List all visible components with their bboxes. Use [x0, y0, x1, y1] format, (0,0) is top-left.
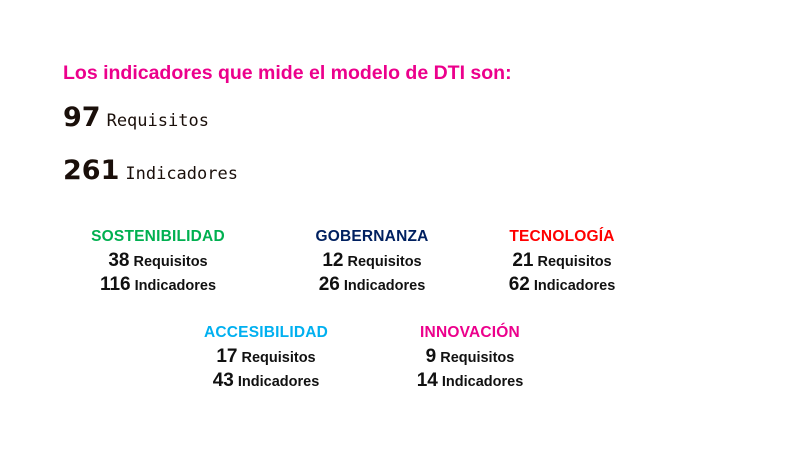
indicadores-label: Indicadores — [533, 278, 616, 294]
indicadores-count: 43 — [212, 370, 234, 391]
requisitos-label: Requisitos — [133, 254, 208, 270]
indicadores-label: Indicadores — [134, 278, 217, 294]
indicadores-label: Indicadores — [343, 278, 426, 294]
total-requisitos: 97 Requisitos — [63, 102, 209, 133]
requisitos-label: Requisitos — [241, 350, 316, 366]
requisitos-count: 17 — [216, 346, 238, 367]
category-tecnologia: TECNOLOGÍA 21 Requisitos 62 Indicadores — [452, 225, 672, 297]
indicadores-line: 14 Indicadores — [360, 369, 580, 393]
requisitos-line: 21 Requisitos — [452, 249, 672, 273]
total-value: 261 — [63, 155, 120, 186]
requisitos-count: 12 — [322, 250, 344, 271]
total-label: Requisitos — [106, 111, 209, 131]
total-label: Indicadores — [125, 164, 238, 184]
indicadores-line: 43 Indicadores — [156, 369, 376, 393]
category-sostenibilidad: SOSTENIBILIDAD 38 Requisitos 116 Indicadores — [48, 225, 268, 297]
indicadores-count: 62 — [508, 274, 530, 295]
total-value: 97 — [63, 102, 101, 133]
category-gobernanza: GOBERNANZA 12 Requisitos 26 Indicadores — [262, 225, 482, 297]
indicadores-count: 26 — [318, 274, 340, 295]
indicadores-label: Indicadores — [237, 374, 320, 390]
requisitos-count: 9 — [425, 346, 437, 367]
requisitos-count: 21 — [512, 250, 534, 271]
total-indicadores: 261 Indicadores — [63, 155, 238, 186]
requisitos-line: 12 Requisitos — [262, 249, 482, 273]
category-name: INNOVACIÓN — [420, 324, 520, 341]
requisitos-label: Requisitos — [347, 254, 422, 270]
requisitos-line: 38 Requisitos — [48, 249, 268, 273]
category-innovacion: INNOVACIÓN 9 Requisitos 14 Indicadores — [360, 321, 580, 393]
requisitos-label: Requisitos — [440, 350, 515, 366]
indicadores-line: 62 Indicadores — [452, 273, 672, 297]
indicadores-label: Indicadores — [441, 374, 524, 390]
category-name: TECNOLOGÍA — [509, 228, 615, 245]
indicadores-count: 116 — [99, 274, 131, 295]
requisitos-line: 9 Requisitos — [360, 345, 580, 369]
indicadores-line: 116 Indicadores — [48, 273, 268, 297]
category-accesibilidad: ACCESIBILIDAD 17 Requisitos 43 Indicadores — [156, 321, 376, 393]
category-name: GOBERNANZA — [315, 228, 429, 245]
category-name: ACCESIBILIDAD — [203, 324, 329, 341]
requisitos-line: 17 Requisitos — [156, 345, 376, 369]
requisitos-count: 38 — [108, 250, 130, 271]
category-name: SOSTENIBILIDAD — [91, 228, 225, 245]
slide-title: Los indicadores que mide el modelo de DT… — [63, 62, 512, 84]
indicadores-line: 26 Indicadores — [262, 273, 482, 297]
requisitos-label: Requisitos — [537, 254, 612, 270]
indicadores-count: 14 — [416, 370, 438, 391]
